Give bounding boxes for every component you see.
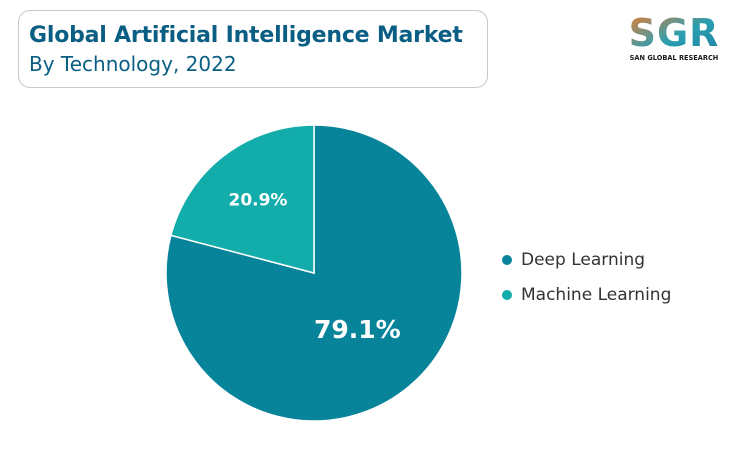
legend-label-machine-learning: Machine Learning	[521, 285, 672, 305]
data-label-deep-learning: 79.1%	[314, 315, 401, 344]
chart-title: Global Artificial Intelligence Market	[29, 23, 463, 48]
chart-subtitle: By Technology, 2022	[29, 52, 237, 76]
logo-tagline: SAN GLOBAL RESEARCH	[630, 54, 719, 62]
legend-swatch-deep-learning	[502, 255, 512, 265]
legend: Deep Learning Machine Learning	[502, 248, 671, 318]
legend-label-deep-learning: Deep Learning	[521, 250, 646, 270]
sgr-logo: SGR SAN GLOBAL RESEARCH	[629, 11, 720, 62]
data-label-machine-learning: 20.9%	[228, 190, 287, 210]
legend-item-deep-learning: Deep Learning	[502, 248, 671, 272]
legend-item-machine-learning: Machine Learning	[502, 283, 671, 307]
pie-slice-machine-learning	[169, 124, 315, 274]
title-box: Global Artificial Intelligence Market By…	[18, 10, 488, 88]
legend-swatch-machine-learning	[502, 290, 512, 300]
logo-text: SGR	[629, 11, 720, 55]
